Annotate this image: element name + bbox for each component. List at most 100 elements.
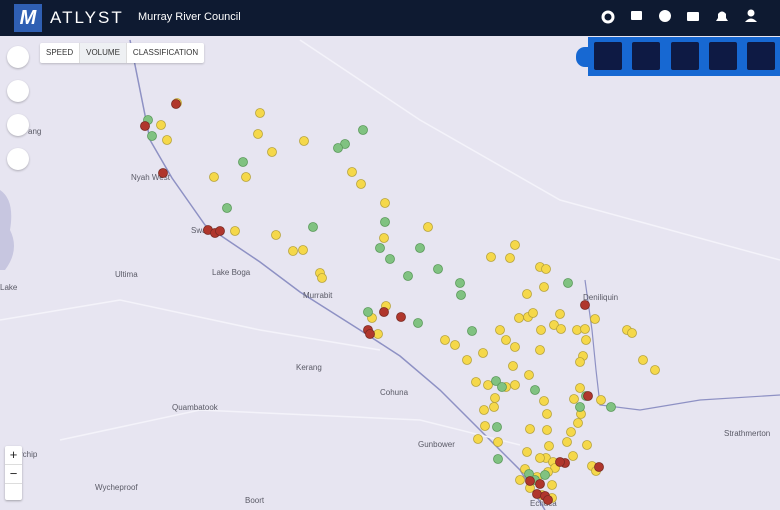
help-icon[interactable] (659, 10, 671, 22)
count-site-marker[interactable] (568, 451, 578, 461)
count-site-marker[interactable] (413, 318, 423, 328)
count-site-marker[interactable] (486, 252, 496, 262)
count-site-marker[interactable] (582, 440, 592, 450)
layers-button[interactable] (7, 46, 29, 68)
vehicle-button[interactable] (671, 42, 699, 70)
count-site-marker[interactable] (562, 437, 572, 447)
count-site-marker[interactable] (594, 462, 604, 472)
count-site-marker[interactable] (555, 457, 565, 467)
count-site-marker[interactable] (490, 393, 500, 403)
count-site-marker[interactable] (333, 143, 343, 153)
count-site-marker[interactable] (575, 383, 585, 393)
count-site-marker[interactable] (271, 230, 281, 240)
count-site-marker[interactable] (495, 325, 505, 335)
count-site-marker[interactable] (515, 475, 525, 485)
compass[interactable] (5, 484, 22, 500)
count-site-marker[interactable] (563, 278, 573, 288)
count-site-marker[interactable] (473, 434, 483, 444)
count-site-marker[interactable] (267, 147, 277, 157)
count-site-marker[interactable] (543, 495, 553, 505)
count-site-marker[interactable] (433, 264, 443, 274)
count-site-marker[interactable] (209, 172, 219, 182)
count-site-marker[interactable] (510, 342, 520, 352)
count-site-marker[interactable] (492, 422, 502, 432)
count-site-marker[interactable] (238, 157, 248, 167)
count-site-marker[interactable] (510, 380, 520, 390)
count-site-marker[interactable] (493, 437, 503, 447)
count-site-marker[interactable] (380, 198, 390, 208)
count-site-marker[interactable] (540, 470, 550, 480)
count-site-marker[interactable] (253, 129, 263, 139)
count-site-marker[interactable] (525, 476, 535, 486)
count-site-marker[interactable] (542, 425, 552, 435)
count-site-marker[interactable] (583, 391, 593, 401)
count-site-marker[interactable] (539, 282, 549, 292)
count-site-marker[interactable] (215, 226, 225, 236)
download-button[interactable] (747, 42, 775, 70)
tab[interactable]: SPEED (40, 43, 81, 63)
list-button[interactable] (7, 148, 29, 170)
count-site-marker[interactable] (510, 240, 520, 250)
count-site-marker[interactable] (525, 424, 535, 434)
count-site-marker[interactable] (230, 226, 240, 236)
count-site-marker[interactable] (575, 402, 585, 412)
count-site-marker[interactable] (522, 289, 532, 299)
count-site-marker[interactable] (462, 355, 472, 365)
count-site-marker[interactable] (365, 329, 375, 339)
count-site-marker[interactable] (467, 326, 477, 336)
chat-icon[interactable] (631, 11, 642, 20)
count-site-marker[interactable] (158, 168, 168, 178)
count-site-marker[interactable] (479, 405, 489, 415)
count-site-marker[interactable] (638, 355, 648, 365)
count-site-marker[interactable] (590, 314, 600, 324)
count-site-marker[interactable] (541, 264, 551, 274)
zoom-in[interactable]: + (5, 446, 22, 465)
count-site-marker[interactable] (514, 313, 524, 323)
count-site-marker[interactable] (535, 479, 545, 489)
count-site-marker[interactable] (440, 335, 450, 345)
count-site-marker[interactable] (222, 203, 232, 213)
count-site-marker[interactable] (535, 453, 545, 463)
count-site-marker[interactable] (606, 402, 616, 412)
calendar-button[interactable] (709, 42, 737, 70)
count-site-marker[interactable] (497, 382, 507, 392)
count-site-marker[interactable] (356, 179, 366, 189)
count-site-marker[interactable] (450, 340, 460, 350)
count-site-marker[interactable] (255, 108, 265, 118)
count-site-marker[interactable] (508, 361, 518, 371)
count-site-marker[interactable] (358, 125, 368, 135)
count-site-marker[interactable] (539, 396, 549, 406)
count-site-marker[interactable] (505, 253, 515, 263)
count-site-marker[interactable] (556, 324, 566, 334)
count-site-marker[interactable] (522, 447, 532, 457)
count-site-marker[interactable] (241, 172, 251, 182)
count-site-marker[interactable] (575, 357, 585, 367)
count-site-marker[interactable] (375, 243, 385, 253)
search-button[interactable] (594, 42, 622, 70)
count-site-marker[interactable] (317, 273, 327, 283)
count-site-marker[interactable] (530, 385, 540, 395)
count-site-marker[interactable] (379, 233, 389, 243)
pin-button[interactable] (7, 114, 29, 136)
count-site-marker[interactable] (580, 300, 590, 310)
settings-icon[interactable] (601, 10, 615, 24)
count-site-marker[interactable] (480, 421, 490, 431)
count-site-marker[interactable] (627, 328, 637, 338)
count-site-marker[interactable] (288, 246, 298, 256)
count-site-marker[interactable] (415, 243, 425, 253)
count-site-marker[interactable] (379, 307, 389, 317)
count-site-marker[interactable] (536, 325, 546, 335)
count-site-marker[interactable] (456, 290, 466, 300)
count-site-marker[interactable] (298, 245, 308, 255)
count-site-marker[interactable] (156, 120, 166, 130)
count-site-marker[interactable] (547, 480, 557, 490)
count-site-marker[interactable] (299, 136, 309, 146)
count-site-marker[interactable] (580, 324, 590, 334)
count-site-marker[interactable] (478, 348, 488, 358)
notifications-icon[interactable] (716, 11, 728, 22)
zoom-out[interactable]: − (5, 465, 22, 484)
count-site-marker[interactable] (140, 121, 150, 131)
count-site-marker[interactable] (308, 222, 318, 232)
count-site-marker[interactable] (650, 365, 660, 375)
count-site-marker[interactable] (385, 254, 395, 264)
